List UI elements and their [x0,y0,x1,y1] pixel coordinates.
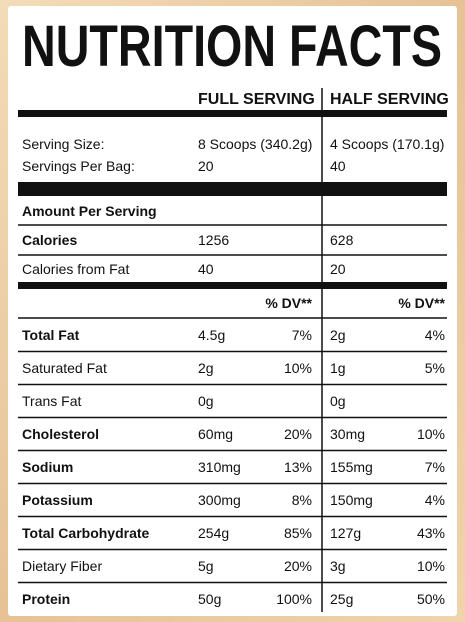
cell: 30mg [330,426,365,442]
cell: 2g [198,360,214,376]
cell: 3g [330,558,346,574]
cell: 13% [284,459,312,475]
cell: 5% [425,360,445,376]
cell: 50% [417,591,445,607]
cell: 1256 [198,232,229,248]
cell: 310mg [198,459,241,475]
thick-rule [18,110,447,117]
cell: Trans Fat [22,393,81,409]
cell: 628 [330,232,354,248]
cell: 150mg [330,492,373,508]
cell: 10% [284,360,312,376]
cell: 100% [276,591,312,607]
cell: Potassium [22,492,93,508]
cell: 8 Scoops (340.2g) [198,136,312,152]
thick-rule [18,282,447,289]
cell: 4 Scoops (170.1g) [330,136,444,152]
cell: 20% [284,426,312,442]
cell: 10% [417,426,445,442]
cell: 4% [425,327,445,343]
cell: 8% [292,492,312,508]
column-header: FULL SERVING [198,91,315,108]
cell: 4.5g [198,327,225,343]
cell: Calories [22,232,77,248]
cell: 2g [330,327,346,343]
cell: 0g [330,393,346,409]
cell: 254g [198,525,229,541]
cell: 20 [330,261,346,277]
cell: Dietary Fiber [22,558,102,574]
cell: 0g [198,393,214,409]
cell: 20% [284,558,312,574]
thick-rule [18,182,447,196]
column-header: HALF SERVING [330,91,449,108]
cell: Servings Per Bag: [22,158,135,174]
cell: 60mg [198,426,233,442]
cell: Total Fat [22,327,80,343]
cell: 7% [425,459,445,475]
dv-header: % DV** [398,295,445,311]
dv-header: % DV** [265,295,312,311]
panel [8,6,457,616]
cell: 40 [198,261,214,277]
cell: 127g [330,525,361,541]
cell: Cholesterol [22,426,99,442]
cell: Saturated Fat [22,360,107,376]
cell: 7% [292,327,312,343]
cell: 20 [198,158,214,174]
cell: Serving Size: [22,136,104,152]
cell: 5g [198,558,214,574]
cell: 1g [330,360,346,376]
section-header: Amount Per Serving [22,203,157,219]
cell: 43% [417,525,445,541]
title: NUTRITION FACTS [22,14,442,79]
cell: Calories from Fat [22,261,129,277]
cell: Total Carbohydrate [22,525,150,541]
cell: 4% [425,492,445,508]
cell: 155mg [330,459,373,475]
cell: 50g [198,591,221,607]
cell: 85% [284,525,312,541]
cell: Protein [22,591,70,607]
cell: 40 [330,158,346,174]
cell: Sodium [22,459,73,475]
rows: Serving Size: 8 Scoops (340.2g) 4 Scoops (… [18,136,447,607]
cell: 300mg [198,492,241,508]
cell: 25g [330,591,353,607]
cell: 10% [417,558,445,574]
